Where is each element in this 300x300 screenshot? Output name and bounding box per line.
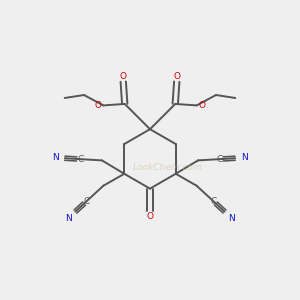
Text: N: N (241, 153, 248, 162)
Text: N: N (52, 153, 59, 162)
Text: O: O (199, 101, 206, 110)
Text: C: C (77, 154, 83, 164)
Text: LookChem.com: LookChem.com (133, 163, 202, 172)
Text: O: O (94, 101, 101, 110)
Text: O: O (146, 212, 154, 221)
Text: N: N (228, 214, 235, 223)
Text: C: C (217, 154, 223, 164)
Text: C: C (210, 196, 216, 206)
Text: O: O (120, 72, 127, 81)
Text: O: O (173, 72, 180, 81)
Text: N: N (65, 214, 72, 223)
Text: C: C (84, 196, 90, 206)
